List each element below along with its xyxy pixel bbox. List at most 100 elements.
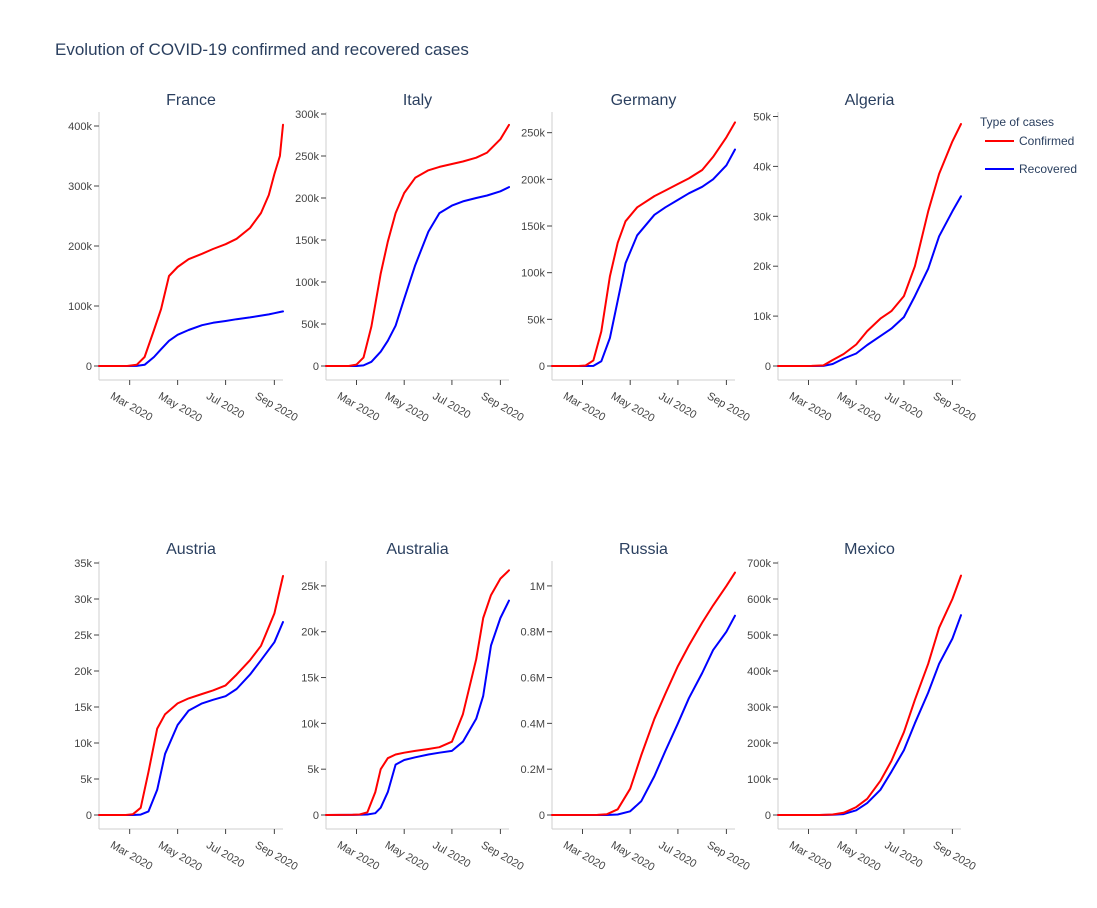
y-tick-label: 25k [74, 630, 92, 642]
x-tick-label: May 2020 [383, 390, 431, 425]
subplot-title: France [166, 92, 216, 109]
y-tick-label: 0.2M [521, 764, 545, 776]
y-tick-label: 0 [539, 361, 545, 373]
series-line-confirmed-france[interactable] [98, 123, 284, 367]
y-tick-label: 30k [74, 594, 92, 606]
series-line-confirmed-australia[interactable] [325, 569, 510, 816]
x-tick-label: Jul 2020 [656, 839, 698, 870]
subplot-title: Mexico [844, 541, 895, 558]
subplot-australia: Australia 0 5k 10k 15k 20k 25k Mar 2020 May 2020… [301, 541, 525, 874]
y-tick-label: 10k [753, 311, 771, 323]
subplot-austria: Austria 0 5k 10k 15k 20k 25k 30k 35k Mar 2020 May … [74, 541, 299, 874]
y-tick-label: 0 [539, 810, 545, 822]
subplot-title: Russia [619, 541, 668, 558]
x-tick-label: Jul 2020 [656, 390, 698, 421]
x-tick-label: Mar 2020 [335, 839, 381, 873]
y-tick-label: 0.8M [521, 627, 545, 639]
y-tick-label: 10k [301, 718, 319, 730]
subplot-germany: Germany 0 50k 100k 150k 200k 250k Mar 2020 May 2… [521, 92, 752, 425]
y-tick-label: 40k [753, 161, 771, 173]
subplot-title: Australia [386, 541, 448, 558]
y-tick-label: 300k [68, 181, 92, 193]
subplot-algeria: Algeria 0 10k 20k 30k 40k 50k Mar 2020 May 2020 J… [753, 92, 977, 425]
series-line-recovered-germany[interactable] [551, 148, 736, 367]
x-tick-label: Jul 2020 [204, 390, 246, 421]
series-line-confirmed-algeria[interactable] [777, 123, 962, 367]
legend[interactable]: Type of cases Confirmed Recovered [980, 115, 1077, 176]
x-tick-label: Jul 2020 [204, 839, 246, 870]
legend-item-confirmed[interactable]: Confirmed [985, 134, 1074, 148]
y-tick-label: 20k [301, 627, 319, 639]
series-line-confirmed-austria[interactable] [98, 575, 284, 816]
y-tick-label: 100k [521, 268, 545, 280]
series-line-confirmed-mexico[interactable] [777, 574, 962, 816]
x-tick-label: Mar 2020 [108, 839, 154, 873]
series-line-recovered-france[interactable] [98, 310, 284, 367]
y-tick-label: 25k [301, 581, 319, 593]
y-tick-label: 100k [68, 301, 92, 313]
y-tick-label: 700k [747, 558, 771, 570]
y-tick-label: 10k [74, 738, 92, 750]
y-tick-label: 5k [307, 764, 319, 776]
series-line-recovered-russia[interactable] [551, 614, 736, 816]
series-line-recovered-austria[interactable] [98, 621, 284, 816]
subplot-title: Austria [166, 541, 216, 558]
series-line-recovered-algeria[interactable] [777, 195, 962, 367]
y-tick-label: 15k [74, 702, 92, 714]
x-tick-label: Mar 2020 [787, 390, 833, 424]
x-tick-label: Jul 2020 [430, 390, 472, 421]
y-tick-label: 200k [521, 174, 545, 186]
x-tick-label: Sep 2020 [479, 390, 526, 424]
subplot-title: Italy [403, 92, 432, 109]
y-tick-label: 100k [295, 277, 319, 289]
x-tick-label: Sep 2020 [705, 839, 752, 873]
y-tick-label: 100k [747, 774, 771, 786]
x-tick-label: Sep 2020 [931, 839, 978, 873]
y-tick-label: 0 [313, 361, 319, 373]
y-tick-label: 0.4M [521, 718, 545, 730]
legend-label-confirmed: Confirmed [1019, 134, 1074, 148]
y-tick-label: 0 [86, 361, 92, 373]
x-tick-label: Mar 2020 [108, 390, 154, 424]
subplot-italy: Italy 0 50k 100k 150k 200k 250k 300k Mar 2020 May… [295, 92, 526, 425]
legend-item-recovered[interactable]: Recovered [985, 162, 1077, 176]
y-tick-label: 0 [313, 810, 319, 822]
x-tick-label: Sep 2020 [931, 390, 978, 424]
subplot-mexico: Mexico 0 100k 200k 300k 400k 500k 600k 700k Mar 2… [747, 541, 978, 874]
y-tick-label: 400k [747, 666, 771, 678]
y-tick-label: 0 [765, 810, 771, 822]
y-tick-label: 250k [521, 128, 545, 140]
series-line-recovered-australia[interactable] [325, 599, 510, 816]
subplot-russia: Russia 0 0.2M 0.4M 0.6M 0.8M 1M Mar 2020 May 202… [521, 541, 752, 874]
x-tick-label: May 2020 [609, 839, 657, 874]
chart-title: Evolution of COVID-19 confirmed and reco… [55, 40, 469, 59]
series-line-confirmed-germany[interactable] [551, 121, 736, 367]
x-tick-label: May 2020 [383, 839, 431, 874]
y-tick-label: 200k [747, 738, 771, 750]
y-tick-label: 600k [747, 594, 771, 606]
x-tick-label: Jul 2020 [882, 839, 924, 870]
legend-title: Type of cases [980, 115, 1054, 129]
x-tick-label: May 2020 [156, 839, 204, 874]
y-tick-label: 5k [80, 774, 92, 786]
series-line-confirmed-italy[interactable] [325, 123, 510, 367]
y-tick-label: 300k [295, 109, 319, 121]
y-tick-label: 500k [747, 630, 771, 642]
x-tick-label: May 2020 [835, 839, 883, 874]
y-tick-label: 20k [74, 666, 92, 678]
subplot-title: Algeria [845, 92, 895, 109]
subplot-title: Germany [611, 92, 677, 109]
series-line-confirmed-russia[interactable] [551, 571, 736, 816]
y-tick-label: 50k [527, 314, 545, 326]
y-tick-label: 35k [74, 558, 92, 570]
y-tick-label: 20k [753, 261, 771, 273]
y-tick-label: 0 [86, 810, 92, 822]
series-line-recovered-italy[interactable] [325, 186, 510, 367]
y-tick-label: 1M [530, 581, 545, 593]
x-tick-label: Mar 2020 [787, 839, 833, 873]
x-tick-label: Mar 2020 [335, 390, 381, 424]
y-tick-label: 0.6M [521, 673, 545, 685]
y-tick-label: 15k [301, 673, 319, 685]
